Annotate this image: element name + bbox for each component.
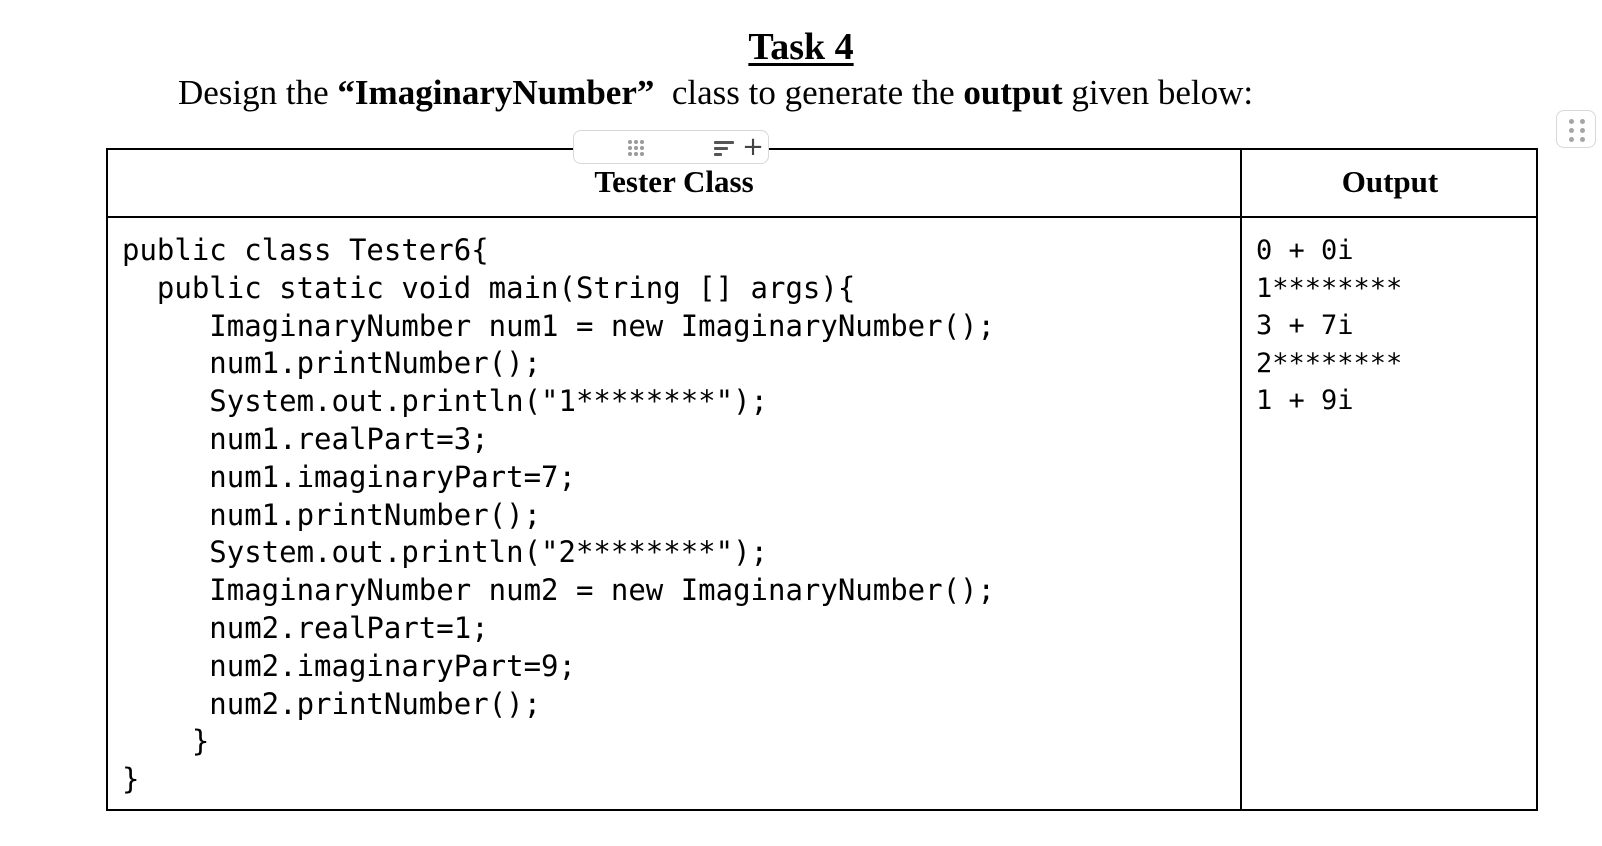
block-drag-handle-icon[interactable]: [1556, 110, 1596, 148]
output-line: 1 + 9i: [1256, 385, 1354, 416]
description-middle: class to generate the: [654, 73, 964, 112]
drag-handle-icon[interactable]: [628, 140, 654, 156]
filter-lines-icon[interactable]: [714, 139, 736, 157]
code-line: num1.imaginaryPart=7;: [122, 459, 576, 494]
code-line: }: [122, 724, 210, 759]
add-row-button[interactable]: +: [742, 132, 764, 162]
code-line: public class Tester6{: [122, 233, 489, 267]
output-line: 2********: [1256, 347, 1403, 379]
description-suffix: given below:: [1062, 73, 1254, 112]
code-line: }: [122, 762, 140, 797]
document-title: Task 4: [748, 26, 854, 68]
output-line: 1********: [1256, 272, 1403, 304]
code-line: public static void main(String [] args){: [122, 270, 856, 305]
code-line: System.out.println("1********");: [122, 384, 769, 419]
code-line: num1.realPart=3;: [122, 421, 489, 456]
code-line: num1.printNumber();: [122, 346, 542, 381]
tester-code-block[interactable]: public class Tester6{ public static void…: [122, 232, 995, 799]
tester-output-table: Tester Class Output public class Tester6…: [106, 148, 1538, 811]
code-line: num1.printNumber();: [122, 497, 542, 532]
task-description: Design the “ImaginaryNumber” class to ge…: [178, 75, 1253, 110]
header-divider: [108, 216, 1536, 218]
description-class-name: “ImaginaryNumber”: [337, 73, 655, 112]
output-line: 0 + 0i: [1256, 235, 1354, 266]
code-line: System.out.println("2********");: [122, 535, 769, 570]
code-line: num2.realPart=1;: [122, 610, 489, 645]
output-header: Output: [1341, 164, 1439, 199]
table-toolbar: +: [573, 130, 769, 164]
column-divider: [1240, 150, 1242, 809]
tester-class-header: Tester Class: [594, 164, 754, 199]
code-line: ImaginaryNumber num2 = new ImaginaryNumb…: [122, 573, 995, 608]
description-emphasis: output: [963, 73, 1063, 112]
code-line: num2.imaginaryPart=9;: [122, 648, 576, 683]
description-prefix: Design the: [178, 73, 338, 112]
code-line: ImaginaryNumber num1 = new ImaginaryNumb…: [122, 308, 995, 343]
output-block[interactable]: 0 + 0i 1******** 3 + 7i 2******** 1 + 9i: [1256, 232, 1402, 420]
output-line: 3 + 7i: [1256, 310, 1354, 341]
code-line: num2.printNumber();: [122, 686, 542, 721]
